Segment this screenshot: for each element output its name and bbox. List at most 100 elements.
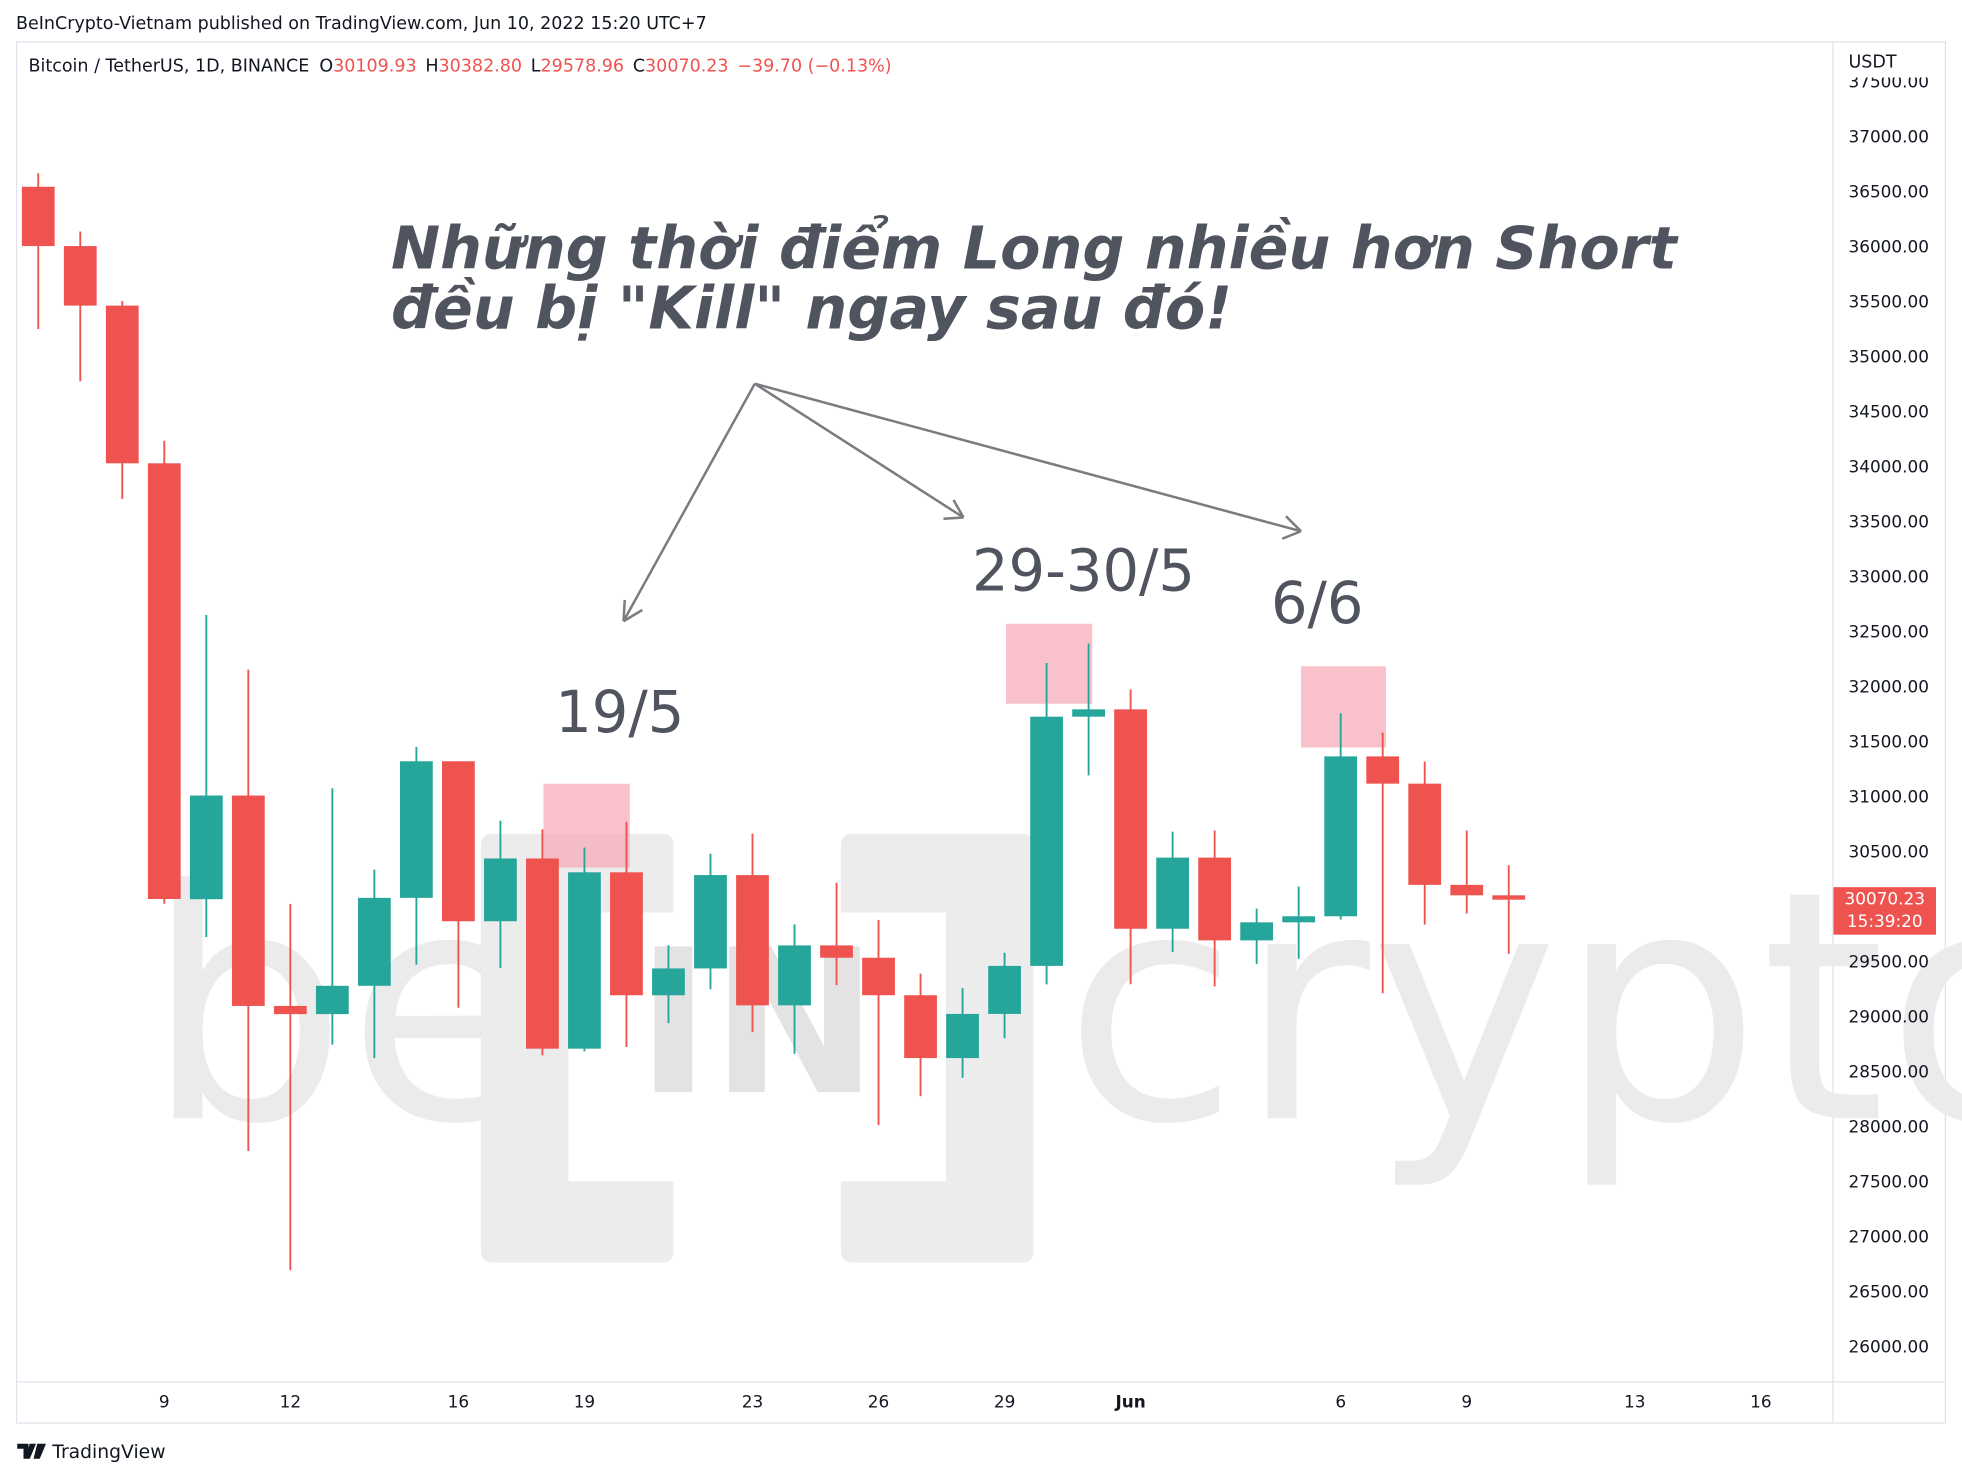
arrows xyxy=(622,382,1302,623)
x-tick-label: 23 xyxy=(742,1392,763,1412)
arrow xyxy=(622,383,756,623)
y-tick-label: 32500.00 xyxy=(1849,621,1929,641)
legend-key: C xyxy=(633,56,645,76)
legend-key: O xyxy=(319,56,333,76)
annotation-label: 19/5 xyxy=(555,679,684,746)
candle-body xyxy=(946,1013,979,1059)
x-tick-label: 29 xyxy=(994,1392,1015,1412)
candle-body xyxy=(1072,709,1105,717)
y-tick-label: 37500.00 xyxy=(1849,72,1929,92)
legend-value: 30382.80 xyxy=(439,56,523,76)
y-tick-label: 35500.00 xyxy=(1849,292,1929,312)
last-price-value: 30070.23 xyxy=(1845,889,1925,909)
candle-body xyxy=(273,1005,307,1015)
header: BeInCrypto-Vietnam published on TradingV… xyxy=(16,14,707,34)
candle-body xyxy=(357,897,391,986)
y-tick-label: 28000.00 xyxy=(1849,1116,1929,1136)
y-tick-label: 29500.00 xyxy=(1849,951,1929,971)
candle-body xyxy=(1282,916,1316,923)
footer: TradingView xyxy=(17,1442,166,1463)
y-tick-label: 27500.00 xyxy=(1849,1171,1929,1191)
candle-body xyxy=(189,795,223,900)
legend-symbol: Bitcoin / TetherUS, 1D, BINANCE xyxy=(29,56,310,76)
y-tick-label: 29000.00 xyxy=(1849,1006,1929,1026)
annotation-title: Những thời điểm Long nhiều hơn Short đều… xyxy=(391,214,1679,343)
x-tick-label: 26 xyxy=(868,1392,889,1412)
x-tick-label: 13 xyxy=(1624,1392,1645,1412)
candle-body xyxy=(1030,716,1063,966)
arrow xyxy=(754,382,1302,540)
candle-body xyxy=(526,858,559,1049)
last-price-box xyxy=(1833,887,1936,935)
x-tick-label: 6 xyxy=(1335,1392,1346,1412)
legend-key: L xyxy=(531,56,541,76)
y-axis-unit: USDT xyxy=(1849,53,1897,73)
annotation-line: Những thời điểm Long nhiều hơn Short xyxy=(391,214,1679,283)
y-tick-label: 35000.00 xyxy=(1849,347,1929,367)
candle-body xyxy=(231,795,265,1006)
x-tick-label: 9 xyxy=(159,1392,170,1412)
candle-body xyxy=(1240,922,1274,941)
candle-body xyxy=(610,872,643,996)
candle-body xyxy=(778,945,811,1006)
y-tick-label: 27000.00 xyxy=(1849,1226,1929,1246)
y-tick-label: 36000.00 xyxy=(1849,237,1929,257)
legend-value: 30109.93 xyxy=(333,56,417,76)
y-tick-label: 26000.00 xyxy=(1849,1336,1929,1356)
highlight-box xyxy=(1006,623,1093,704)
annotation-label: 29-30/5 xyxy=(972,538,1195,605)
candle-body xyxy=(21,186,55,247)
arrow xyxy=(754,382,965,520)
candle-body xyxy=(862,957,895,996)
candle-body xyxy=(105,305,139,464)
candle-body xyxy=(1492,895,1526,900)
frame xyxy=(16,41,1946,1424)
candle-body xyxy=(736,875,769,1006)
x-tick-label: 16 xyxy=(448,1392,469,1412)
y-tick-label: 31500.00 xyxy=(1849,731,1929,751)
legend-value: 29578.96 xyxy=(541,56,625,76)
y-tick-label: 31000.00 xyxy=(1849,786,1929,806)
candle-body xyxy=(1450,884,1484,896)
highlight-box xyxy=(543,783,630,868)
candle-body xyxy=(1324,756,1358,917)
legend-value: 30070.23 xyxy=(645,56,729,76)
legend: Bitcoin / TetherUS, 1D, BINANCE O30109.93… xyxy=(29,56,892,76)
candle-body xyxy=(315,985,349,1015)
candle-body xyxy=(484,858,517,922)
legend-text: Bitcoin / TetherUS, 1D, BINANCE O30109.93… xyxy=(29,56,892,76)
candle-body xyxy=(1408,783,1442,885)
plot xyxy=(21,173,1526,1271)
candle-body xyxy=(399,761,433,898)
annotation-label: 6/6 xyxy=(1271,570,1364,637)
candle-body xyxy=(442,761,475,922)
y-tick-label: 34000.00 xyxy=(1849,457,1929,477)
legend-key: H xyxy=(425,56,438,76)
x-tick-label: 9 xyxy=(1461,1392,1472,1412)
annotation-line: đều bị "Kill" ngay sau đó! xyxy=(391,274,1232,343)
candle-body xyxy=(904,995,937,1059)
x-tick-label: 19 xyxy=(574,1392,595,1412)
x-tick-label: Jun xyxy=(1114,1392,1145,1412)
candle-body xyxy=(694,875,727,969)
candle-body xyxy=(1198,857,1232,941)
y-tick-label: 26500.00 xyxy=(1849,1281,1929,1301)
footer-brand: TradingView xyxy=(51,1442,165,1463)
candle-body xyxy=(652,968,685,996)
annotation-labels: 19/5 29-30/5 6/6 xyxy=(555,538,1363,746)
highlight-box xyxy=(1301,666,1386,748)
candle-body xyxy=(820,945,853,958)
candle-body xyxy=(1156,857,1190,929)
y-tick-label: 33000.00 xyxy=(1849,566,1929,586)
y-tick-label: 28500.00 xyxy=(1849,1061,1929,1081)
y-tick-label: 30500.00 xyxy=(1849,841,1929,861)
candle-body xyxy=(1366,756,1400,784)
x-tick-label: 12 xyxy=(280,1392,301,1412)
y-tick-label: 33500.00 xyxy=(1849,512,1929,532)
y-tick-label: 32000.00 xyxy=(1849,676,1929,696)
x-tick-label: 16 xyxy=(1750,1392,1771,1412)
y-tick-label: 36500.00 xyxy=(1849,182,1929,202)
candle-body xyxy=(147,463,181,900)
